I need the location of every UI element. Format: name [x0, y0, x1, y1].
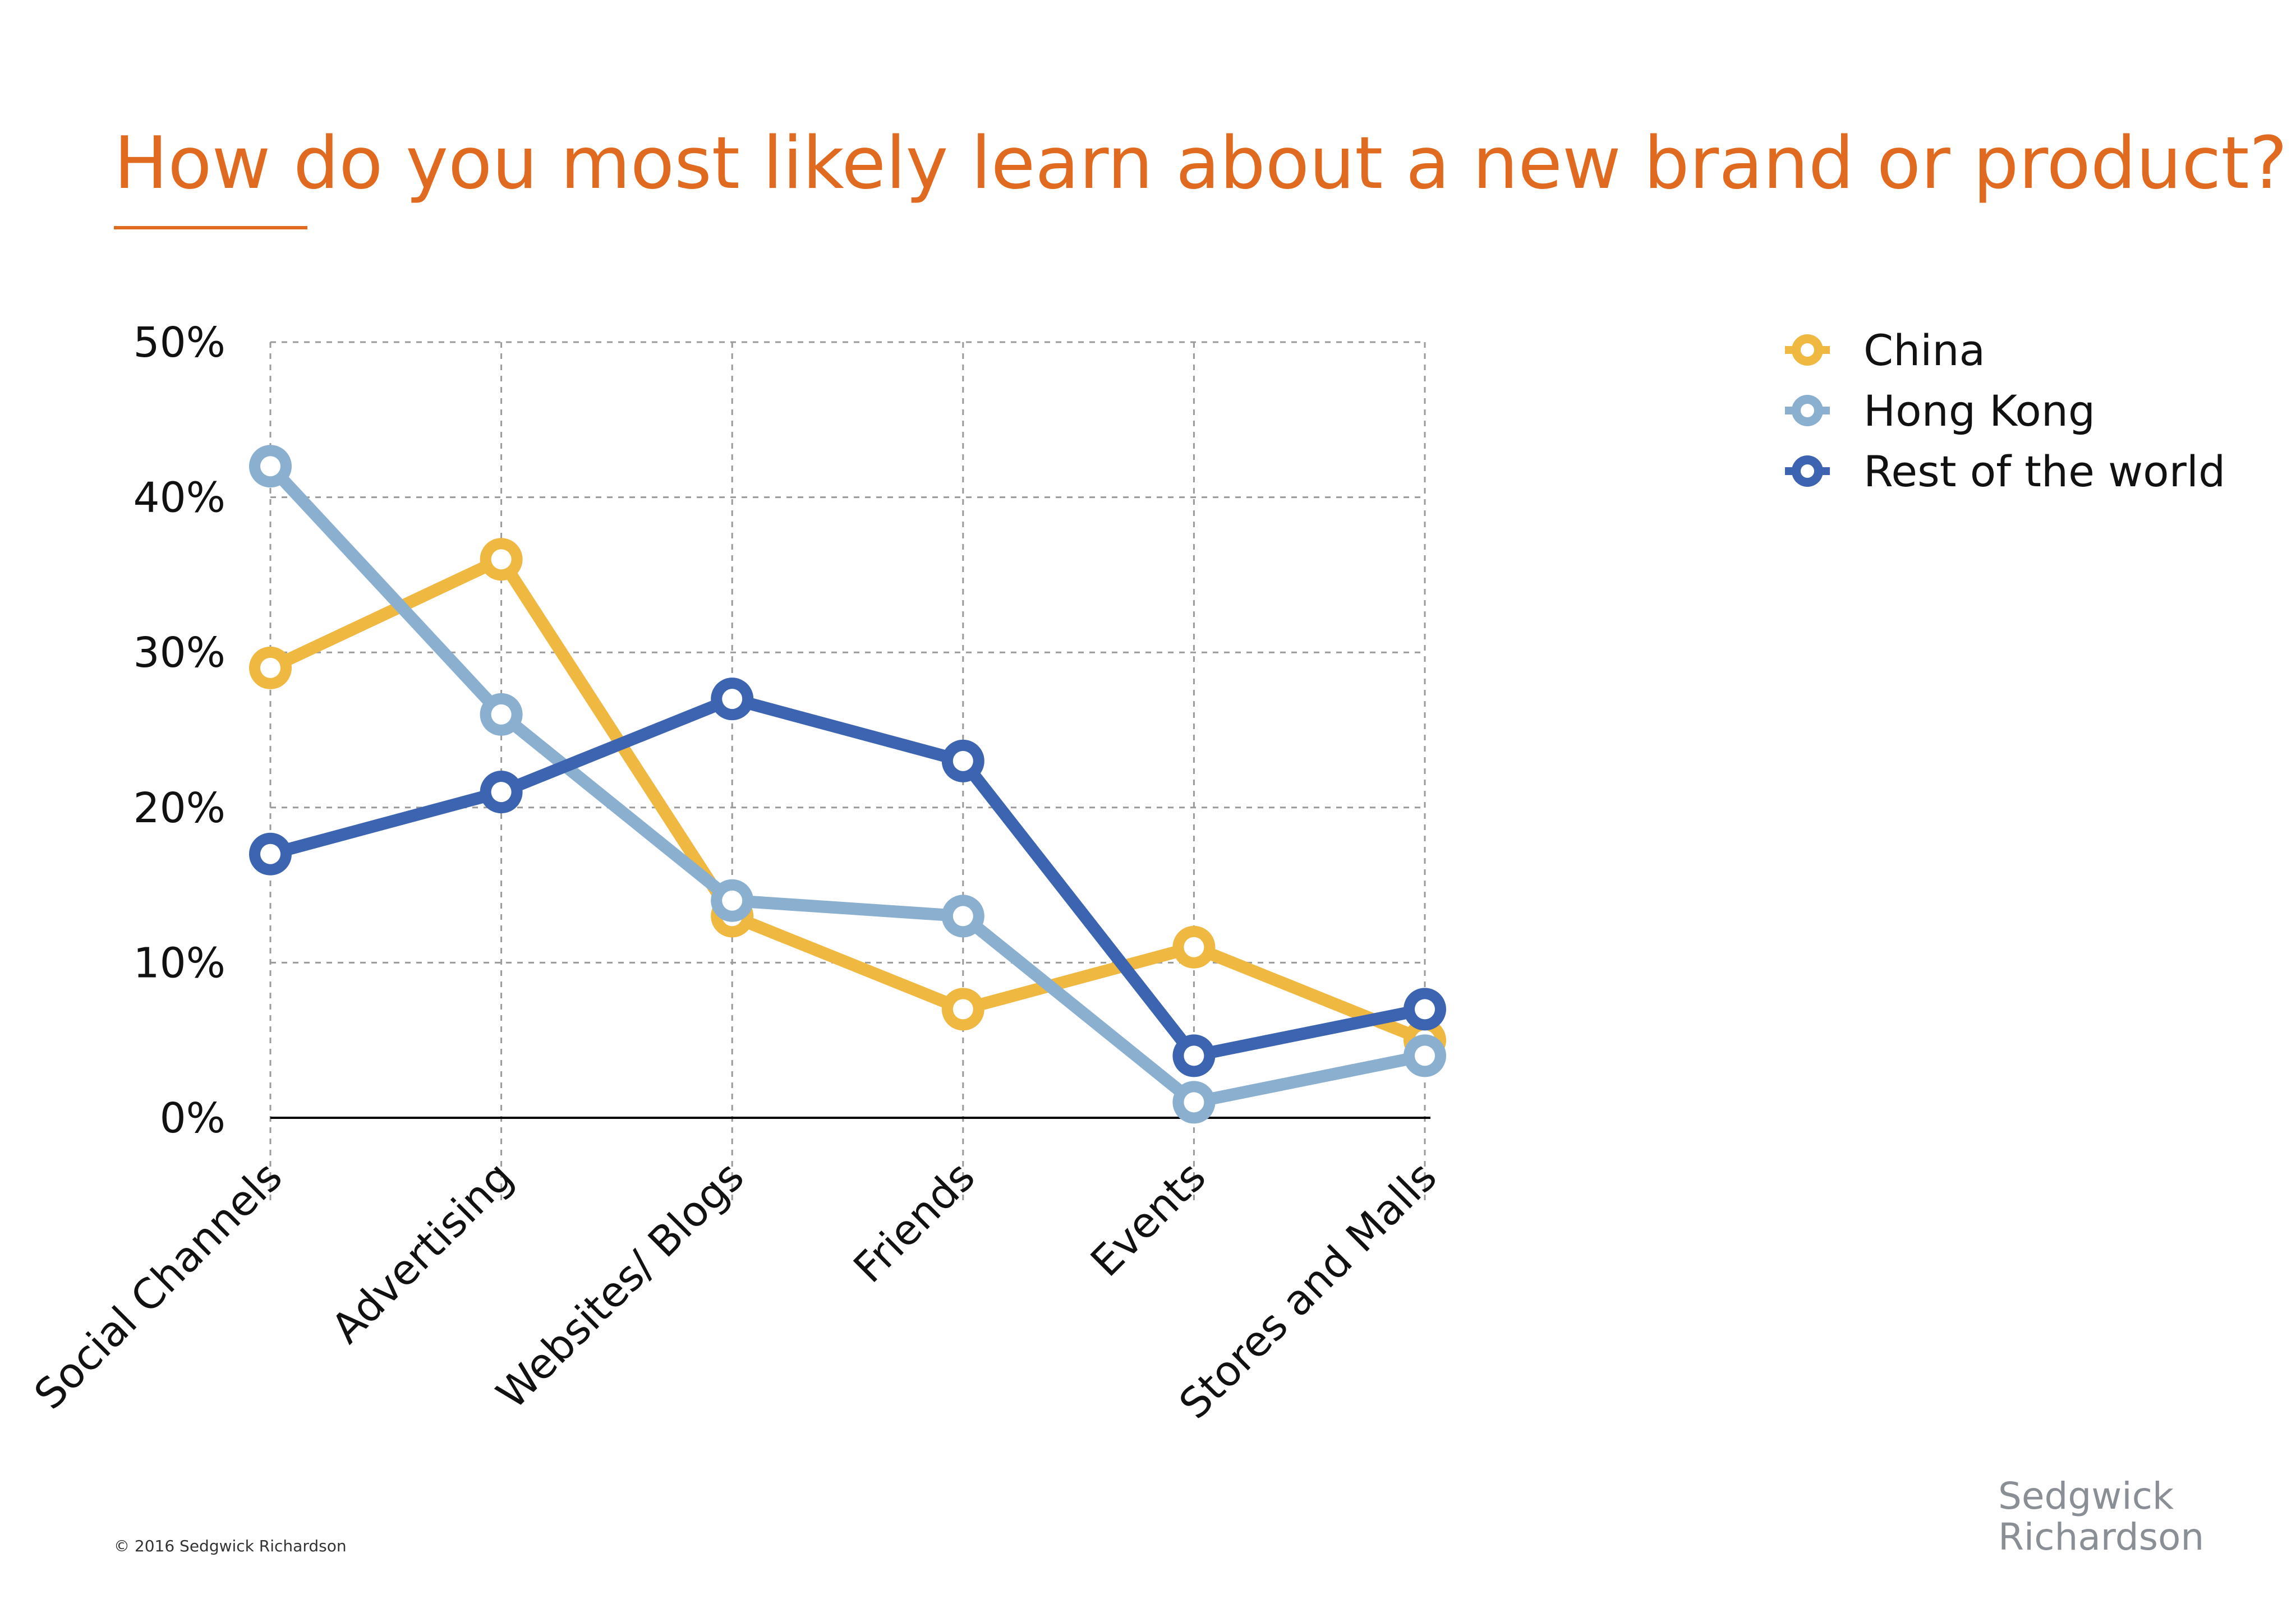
data-point-center [722, 689, 743, 709]
legend-item: Hong Kong [1785, 386, 2095, 436]
data-point-center [1415, 999, 1435, 1020]
legend-marker-center [1801, 404, 1814, 417]
x-tick-label: Advertising [323, 1153, 523, 1353]
brand-logo-line1: Sedgwick [1998, 1474, 2174, 1518]
data-point-center [491, 782, 512, 803]
series-line [264, 460, 1431, 1109]
data-point-center [953, 906, 973, 927]
series-line [264, 553, 1431, 1047]
data-point-center [953, 999, 973, 1020]
legend-label: Rest of the world [1864, 446, 2225, 496]
series-rest-of-the-world [249, 678, 1446, 1077]
legend-item: Rest of the world [1785, 446, 2225, 496]
y-tick-label: 20% [134, 784, 226, 832]
data-point-center [722, 890, 743, 911]
chart-title: How do you most likely learn about a new… [114, 122, 2288, 205]
brand-logo-line2: Richardson [1998, 1515, 2204, 1559]
series-china [249, 538, 1446, 1062]
data-point-center [1184, 1092, 1204, 1113]
y-tick-label: 40% [134, 474, 226, 522]
x-tick-label: Events [1082, 1153, 1215, 1286]
x-tick-label: Social Channels [25, 1153, 292, 1419]
legend-label: Hong Kong [1864, 386, 2095, 436]
data-point-center [1415, 1045, 1435, 1066]
data-point-center [260, 657, 280, 678]
data-point-center [260, 456, 280, 477]
y-tick-label: 30% [134, 629, 226, 677]
data-point-center [1184, 1045, 1204, 1066]
data-point-center [260, 844, 280, 864]
legend-marker-center [1801, 343, 1814, 357]
y-tick-label: 50% [134, 319, 226, 367]
data-point-center [1184, 937, 1204, 957]
legend-marker-center [1801, 464, 1814, 478]
x-tick-label: Websites/ Blogs [487, 1153, 753, 1418]
grid-layer [269, 341, 1426, 1202]
data-point-center [953, 750, 973, 771]
x-tick-label: Stores and Malls [1170, 1153, 1446, 1429]
series-line [264, 693, 1431, 1062]
series-hong-kong [249, 445, 1446, 1124]
data-point-center [491, 704, 512, 725]
legend-label: China [1864, 325, 1985, 375]
series-layer [249, 445, 1446, 1124]
title-underline [114, 226, 307, 229]
copyright: © 2016 Sedgwick Richardson [114, 1537, 347, 1555]
legend-item: China [1785, 325, 1985, 375]
y-tick-label: 0% [160, 1094, 226, 1142]
x-tick-label: Friends [845, 1153, 984, 1292]
y-tick-label: 10% [134, 939, 226, 987]
data-point-center [491, 549, 512, 570]
axis-layer: 0% 10% 20% 30% 40% 50% Social Channels Advertis… [25, 319, 1446, 1429]
legend: China Hong Kong Rest of the world [1785, 325, 2225, 496]
